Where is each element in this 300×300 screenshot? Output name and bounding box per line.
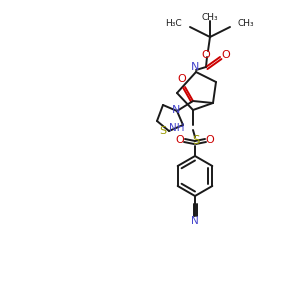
Text: O: O: [222, 50, 230, 60]
Text: O: O: [202, 50, 210, 60]
Text: O: O: [178, 74, 186, 84]
Text: N: N: [191, 216, 199, 226]
Text: N: N: [191, 62, 199, 72]
Text: O: O: [206, 135, 214, 145]
Text: H₃C: H₃C: [165, 20, 182, 28]
Text: CH₃: CH₃: [238, 20, 255, 28]
Text: CH₃: CH₃: [202, 13, 218, 22]
Text: O: O: [176, 135, 184, 145]
Text: S: S: [192, 134, 200, 148]
Text: N: N: [172, 105, 180, 115]
Text: NH: NH: [169, 123, 185, 133]
Text: S: S: [159, 126, 167, 136]
